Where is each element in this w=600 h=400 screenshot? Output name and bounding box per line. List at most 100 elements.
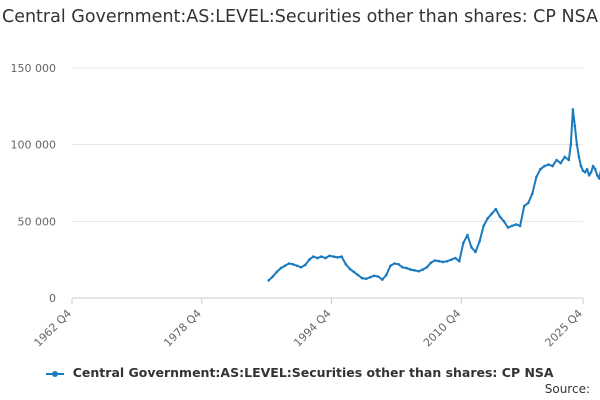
data-point[interactable] bbox=[571, 108, 575, 111]
data-point[interactable] bbox=[401, 266, 404, 269]
data-point[interactable] bbox=[441, 260, 445, 264]
data-point[interactable] bbox=[593, 167, 597, 171]
data-point[interactable] bbox=[527, 201, 530, 205]
data-point[interactable] bbox=[397, 263, 400, 266]
data-point[interactable] bbox=[502, 220, 506, 223]
data-point[interactable] bbox=[449, 258, 453, 262]
chart-title: Central Government:AS:LEVEL:Securities o… bbox=[1, 7, 599, 27]
data-point[interactable] bbox=[413, 269, 417, 272]
data-point[interactable] bbox=[303, 263, 307, 267]
data-point[interactable] bbox=[344, 263, 348, 266]
data-point[interactable] bbox=[381, 278, 384, 281]
y-axis-ticks: 0 50 000 100 000 150 000 bbox=[11, 62, 57, 305]
data-point[interactable] bbox=[336, 256, 339, 259]
data-point[interactable] bbox=[470, 246, 473, 249]
data-point[interactable] bbox=[295, 264, 299, 268]
data-point[interactable] bbox=[425, 266, 429, 269]
data-point[interactable] bbox=[522, 204, 526, 208]
data-point[interactable] bbox=[579, 164, 583, 168]
data-point[interactable] bbox=[510, 224, 514, 228]
data-point[interactable] bbox=[283, 264, 287, 268]
data-point[interactable] bbox=[494, 207, 498, 211]
data-point[interactable] bbox=[587, 174, 591, 177]
data-point[interactable] bbox=[372, 274, 376, 278]
data-point[interactable] bbox=[462, 241, 465, 245]
data-point[interactable] bbox=[312, 255, 315, 258]
data-point[interactable] bbox=[591, 164, 595, 168]
data-point[interactable] bbox=[506, 226, 510, 229]
legend[interactable]: Central Government:AS:LEVEL:Securities o… bbox=[0, 365, 600, 380]
data-point[interactable] bbox=[376, 275, 380, 278]
data-point[interactable] bbox=[299, 266, 303, 269]
data-point[interactable] bbox=[575, 143, 579, 146]
x-tick-label: 1978 Q4 bbox=[161, 307, 204, 350]
data-point[interactable] bbox=[267, 279, 271, 282]
data-point[interactable] bbox=[417, 269, 421, 273]
data-point[interactable] bbox=[385, 273, 388, 277]
data-point[interactable] bbox=[364, 277, 368, 281]
data-point[interactable] bbox=[474, 250, 477, 254]
data-point[interactable] bbox=[551, 164, 554, 168]
data-point[interactable] bbox=[555, 158, 558, 162]
data-point[interactable] bbox=[332, 255, 335, 258]
data-point[interactable] bbox=[543, 164, 546, 168]
data-point[interactable] bbox=[437, 259, 441, 263]
data-point[interactable] bbox=[409, 268, 412, 271]
data-point[interactable] bbox=[324, 256, 327, 260]
data-point[interactable] bbox=[531, 192, 534, 195]
plot-area bbox=[267, 108, 600, 282]
data-point[interactable] bbox=[547, 163, 550, 166]
data-point[interactable] bbox=[393, 262, 396, 265]
data-point[interactable] bbox=[478, 240, 481, 243]
data-point[interactable] bbox=[458, 259, 461, 263]
data-point[interactable] bbox=[569, 143, 573, 146]
data-point[interactable] bbox=[308, 258, 311, 262]
data-point[interactable] bbox=[498, 215, 502, 218]
data-point[interactable] bbox=[581, 169, 585, 172]
data-point[interactable] bbox=[405, 266, 408, 270]
data-point[interactable] bbox=[433, 259, 437, 262]
data-point[interactable] bbox=[535, 175, 538, 179]
data-point[interactable] bbox=[279, 266, 283, 270]
data-point[interactable] bbox=[577, 155, 581, 159]
data-point[interactable] bbox=[360, 276, 364, 280]
data-point[interactable] bbox=[445, 259, 449, 263]
data-point[interactable] bbox=[291, 263, 295, 266]
data-point[interactable] bbox=[514, 223, 518, 226]
data-point[interactable] bbox=[466, 233, 469, 237]
data-point[interactable] bbox=[368, 276, 372, 279]
data-point[interactable] bbox=[421, 268, 425, 271]
data-point[interactable] bbox=[340, 255, 344, 258]
data-point[interactable] bbox=[518, 224, 522, 228]
data-point[interactable] bbox=[490, 212, 494, 215]
data-point[interactable] bbox=[585, 167, 589, 171]
data-point[interactable] bbox=[595, 174, 599, 177]
data-point[interactable] bbox=[454, 256, 457, 260]
data-point[interactable] bbox=[539, 167, 542, 171]
data-point[interactable] bbox=[328, 254, 331, 258]
data-point[interactable] bbox=[486, 217, 490, 220]
data-point[interactable] bbox=[271, 275, 275, 278]
data-point[interactable] bbox=[567, 158, 571, 162]
data-point[interactable] bbox=[573, 125, 577, 128]
data-point[interactable] bbox=[563, 155, 567, 159]
data-point[interactable] bbox=[559, 161, 562, 165]
data-point[interactable] bbox=[482, 224, 485, 228]
data-point[interactable] bbox=[348, 267, 352, 271]
data-point[interactable] bbox=[275, 270, 279, 274]
data-point[interactable] bbox=[352, 270, 356, 274]
x-axis-ticks: 1962 Q4 1978 Q4 1994 Q4 2010 Q4 2025 Q4 bbox=[32, 298, 585, 350]
data-point[interactable] bbox=[389, 264, 392, 268]
data-point[interactable] bbox=[429, 261, 433, 265]
x-tick-label: 2010 Q4 bbox=[421, 307, 464, 350]
data-point[interactable] bbox=[356, 273, 360, 277]
data-point[interactable] bbox=[316, 256, 319, 260]
data-point[interactable] bbox=[583, 171, 587, 174]
y-tick-label: 50 000 bbox=[18, 215, 57, 228]
data-point[interactable] bbox=[597, 177, 600, 180]
data-point[interactable] bbox=[287, 262, 291, 265]
x-tick-label: 1962 Q4 bbox=[32, 307, 75, 350]
data-point[interactable] bbox=[320, 255, 323, 258]
data-point[interactable] bbox=[589, 171, 593, 174]
